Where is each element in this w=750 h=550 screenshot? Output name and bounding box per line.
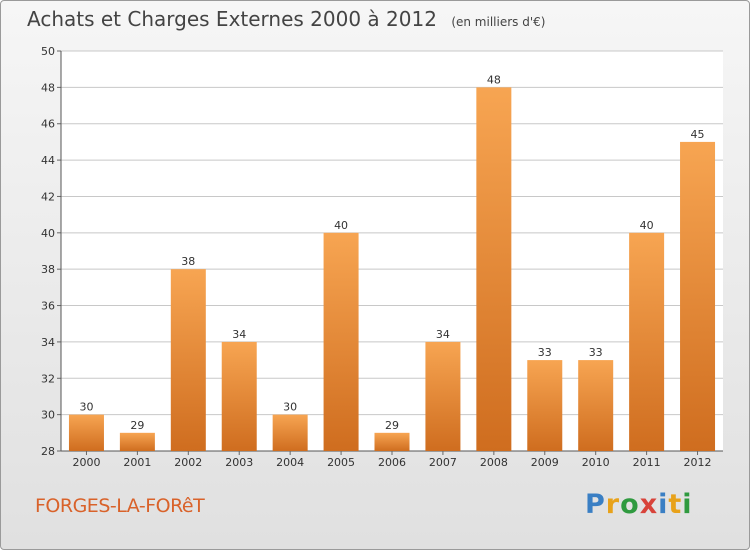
bar: [578, 360, 614, 451]
bar: [476, 87, 512, 451]
logo-letter: t: [668, 489, 683, 520]
data-label: 29: [130, 419, 144, 432]
bar: [680, 141, 716, 451]
bar: [221, 341, 257, 451]
x-tick-label: 2008: [480, 456, 508, 469]
data-label: 40: [334, 219, 348, 232]
x-tick-label: 2012: [684, 456, 712, 469]
data-label: 29: [385, 419, 399, 432]
y-tick-label: 42: [41, 190, 55, 203]
x-tick-label: 2007: [429, 456, 457, 469]
data-label: 30: [79, 401, 93, 414]
plot-area: [61, 51, 723, 451]
y-tick-label: 44: [41, 154, 55, 167]
y-tick-label: 46: [41, 118, 55, 131]
bar: [323, 232, 359, 451]
data-label: 34: [436, 328, 450, 341]
data-label: 40: [640, 219, 654, 232]
bar: [272, 414, 308, 451]
bar: [629, 232, 665, 451]
logo-letter: i: [658, 489, 669, 520]
bar: [119, 432, 155, 451]
bar: [68, 414, 104, 451]
x-tick-label: 2002: [174, 456, 202, 469]
y-tick-label: 32: [41, 372, 55, 385]
y-tick-label: 38: [41, 263, 55, 276]
bar: [425, 341, 461, 451]
y-tick-label: 36: [41, 300, 55, 313]
data-label: 45: [691, 128, 705, 141]
x-tick-label: 2000: [72, 456, 100, 469]
y-tick-label: 30: [41, 409, 55, 422]
logo-letter: o: [620, 489, 640, 520]
y-tick-label: 28: [41, 445, 55, 458]
data-label: 48: [487, 73, 501, 86]
x-tick-label: 2001: [123, 456, 151, 469]
x-tick-label: 2010: [582, 456, 610, 469]
x-tick-label: 2009: [531, 456, 559, 469]
x-tick-label: 2005: [327, 456, 355, 469]
chart-title: Achats et Charges Externes 2000 à 2012 (…: [27, 7, 545, 31]
data-label: 34: [232, 328, 246, 341]
x-tick-label: 2006: [378, 456, 406, 469]
proxiti-logo: Proxiti: [585, 489, 693, 520]
data-label: 33: [538, 346, 552, 359]
x-tick-label: 2011: [633, 456, 661, 469]
bar: [374, 432, 410, 451]
logo-letter: r: [605, 489, 621, 520]
x-tick-label: 2004: [276, 456, 304, 469]
data-label: 30: [283, 401, 297, 414]
bar: [170, 269, 206, 451]
logo-letter: i: [682, 489, 693, 520]
data-label: 38: [181, 255, 195, 268]
logo-letter: x: [639, 489, 659, 520]
y-tick-label: 40: [41, 227, 55, 240]
chart-unit-label: (en milliers d'€): [451, 15, 546, 29]
data-label: 33: [589, 346, 603, 359]
y-tick-label: 48: [41, 81, 55, 94]
logo-letter: P: [585, 489, 606, 520]
x-tick-label: 2003: [225, 456, 253, 469]
commune-name: FORGES-LA-FORêT: [35, 495, 205, 517]
y-tick-label: 50: [41, 45, 55, 58]
bar: [527, 360, 563, 451]
chart-title-text: Achats et Charges Externes 2000 à 2012: [27, 7, 437, 31]
y-tick-label: 34: [41, 336, 55, 349]
